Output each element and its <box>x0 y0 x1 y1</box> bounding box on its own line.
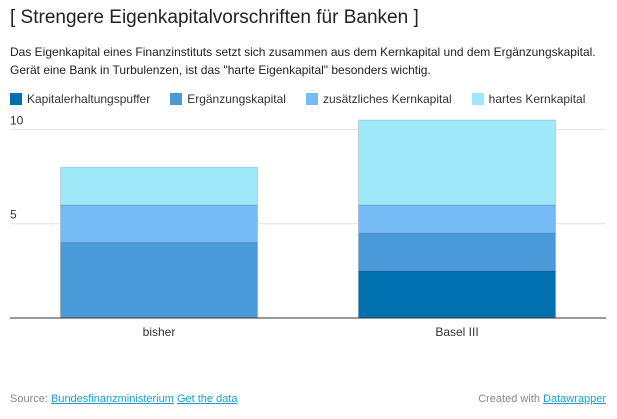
legend-item-erganzungskapital: Ergänzungskapital <box>170 92 286 106</box>
legend-swatch <box>471 93 484 105</box>
bar-basel-iii-zusatzliches-kernkapital <box>358 204 556 234</box>
legend-item-hartes-kernkapital: hartes Kernkapital <box>471 92 586 106</box>
created-with-label: Created with <box>478 393 540 405</box>
chart-subtitle: Das Eigenkapital eines Finanzinstituts s… <box>10 45 596 77</box>
bar-basel-iii-kapitalerhaltungspuffer <box>358 270 556 319</box>
stacked-bar-chart: 5 10 bisher Basel III <box>10 113 606 339</box>
bar-basel-iii-erganzungskapital <box>358 232 556 272</box>
bar-bisher-zusatzliches-kernkapital <box>60 204 258 244</box>
legend-item-zusatzliches-kernkapital: zusätzliches Kernkapital <box>305 92 452 106</box>
chart-footer: Source: Bundesfinanzministerium Get the … <box>10 393 606 409</box>
bar-bisher-hartes-kernkapital <box>60 166 258 206</box>
get-data-link[interactable]: Get the data <box>176 393 238 405</box>
source-line: Source: Bundesfinanzministerium Get the … <box>10 393 237 405</box>
x-tick-label-basel-iii: Basel III <box>435 325 478 339</box>
chart-legend: Kapitalerhaltungspuffer Ergänzungskapital… <box>10 91 610 107</box>
bar-bisher-erganzungskapital <box>60 242 258 319</box>
x-tick-label-bisher: bisher <box>143 325 176 339</box>
source-label: Source: <box>10 393 48 405</box>
legend-label: hartes Kernkapital <box>488 92 586 106</box>
credit-line: Created with Datawrapper <box>478 393 606 405</box>
datawrapper-link[interactable]: Datawrapper <box>543 393 606 405</box>
legend-item-kapitalerhaltungspuffer: Kapitalerhaltungspuffer <box>10 92 150 106</box>
legend-label: zusätzliches Kernkapital <box>322 92 452 106</box>
y-tick-label-10: 10 <box>10 113 24 127</box>
y-tick-label-5: 5 <box>10 208 17 222</box>
legend-swatch <box>170 93 183 105</box>
bar-basel-iii-hartes-kernkapital <box>358 119 556 206</box>
source-link[interactable]: Bundesfinanzministerium <box>50 393 174 405</box>
legend-label: Kapitalerhaltungspuffer <box>27 92 151 106</box>
legend-swatch <box>10 93 22 105</box>
chart-title: [ Strengere Eigenkapitalvorschriften für… <box>10 7 419 28</box>
legend-label: Ergänzungskapital <box>187 92 286 106</box>
legend-swatch <box>305 93 318 105</box>
